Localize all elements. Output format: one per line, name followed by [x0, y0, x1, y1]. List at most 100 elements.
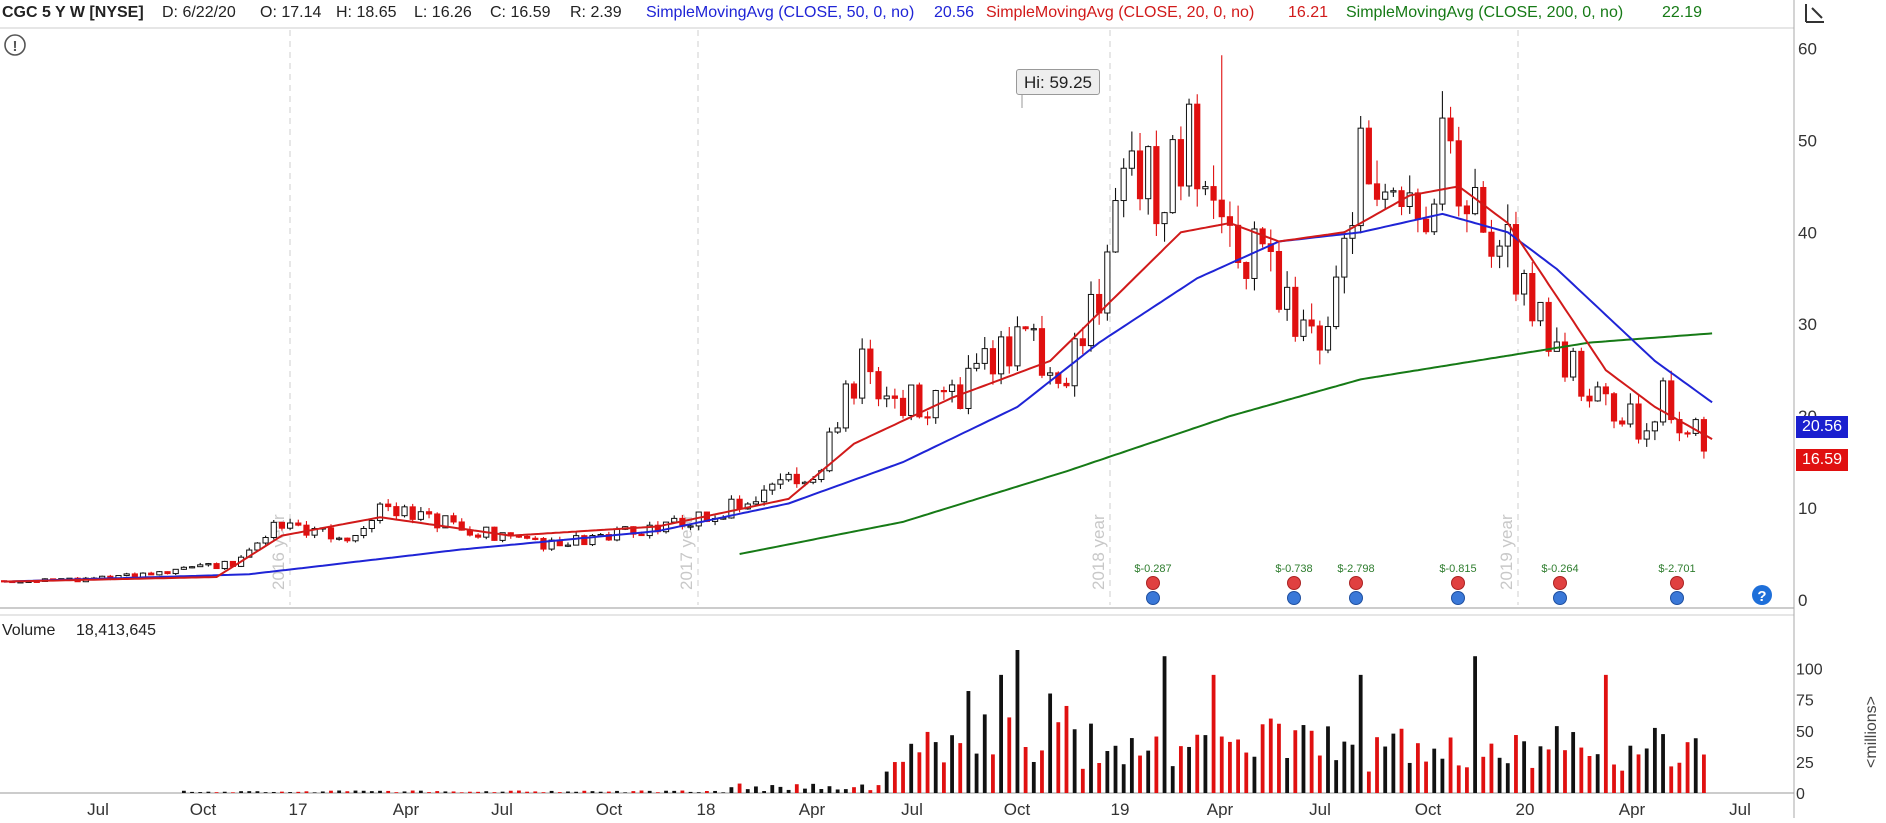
candle-body [1586, 395, 1593, 402]
candle-body [344, 537, 351, 542]
candle-body [1422, 218, 1430, 233]
date-label: D: 6/22/20 [162, 4, 236, 21]
volume-bar [468, 791, 472, 793]
candle-body [1390, 190, 1397, 193]
volume-bar [762, 791, 767, 793]
candle-body [777, 479, 784, 485]
high-label: H: 18.65 [336, 4, 397, 21]
volume-bar [639, 790, 644, 793]
candle-body [1243, 261, 1250, 279]
candle-body [417, 511, 424, 520]
price-axis-tick-label: 60 [1798, 39, 1817, 58]
volume-bar [239, 791, 243, 793]
volume-bar [966, 691, 971, 793]
sma20-legend-label[interactable]: SimpleMovingAvg (CLOSE, 20, 0, no) [986, 4, 1255, 21]
earnings-value-label: $-0.287 [1134, 563, 1171, 575]
volume-bar [1023, 747, 1028, 793]
candle-body [164, 571, 171, 575]
volume-bar [263, 792, 268, 793]
candle-body [336, 537, 343, 540]
volume-bar [1048, 693, 1053, 793]
dividend-icon [1670, 591, 1684, 605]
volume-bar [1334, 760, 1339, 793]
volume-bar [1089, 723, 1093, 793]
volume-bar [1105, 751, 1110, 793]
candle-body [875, 371, 882, 400]
candle-body [981, 348, 988, 364]
sma20-line [4, 185, 1713, 583]
earnings-value-label: $-2.701 [1658, 563, 1695, 575]
close-label: C: 16.59 [490, 4, 551, 21]
volume-bar [827, 786, 832, 793]
candle-body [442, 515, 449, 529]
volume-bar [1554, 726, 1559, 793]
volume-bar [1538, 746, 1543, 793]
volume-bar [1317, 755, 1322, 793]
candle-body [761, 489, 768, 503]
candle-body [1226, 216, 1234, 226]
volume-bar [598, 791, 603, 793]
candle-body [1234, 224, 1242, 263]
candle-body [385, 503, 392, 508]
candle-body [1480, 186, 1487, 233]
candle-body [1030, 328, 1037, 331]
volume-series [181, 650, 1706, 793]
sma50-price-badge: 20.56 [1796, 416, 1848, 438]
candle-body [1545, 301, 1552, 352]
earnings-icon [1451, 576, 1465, 590]
volume-bar [1350, 744, 1355, 793]
candle-body [1357, 127, 1364, 227]
time-axis-label: 18 [697, 800, 716, 818]
volume-unit-label: <millions> [1863, 696, 1880, 768]
price-axis-tick-label: 10 [1798, 499, 1817, 518]
candle-body [148, 572, 155, 576]
volume-bar [214, 792, 219, 793]
volume-bar [884, 771, 889, 793]
candle-body [867, 348, 874, 373]
candle-body [1006, 336, 1013, 367]
sma20-legend-value: 16.21 [1288, 4, 1329, 21]
candle-body [1120, 167, 1127, 202]
low-label: L: 16.26 [414, 4, 472, 21]
volume-bar [337, 790, 342, 793]
volume-bar [353, 790, 358, 793]
sma50-legend-label[interactable]: SimpleMovingAvg (CLOSE, 50, 0, no) [646, 4, 915, 21]
symbol-label[interactable]: CGC 5 Y W [NYSE] [2, 4, 144, 21]
earnings-value-label: $-0.264 [1541, 563, 1578, 575]
candle-body [662, 521, 670, 533]
candle-body [769, 483, 776, 491]
volume-bar [868, 790, 873, 793]
sma200-legend-label[interactable]: SimpleMovingAvg (CLOSE, 200, 0, no) [1346, 4, 1624, 21]
candle-body [1292, 286, 1299, 337]
candle-body [1447, 117, 1454, 142]
volume-bar [696, 792, 701, 793]
price-axis-tick-label: 0 [1798, 591, 1807, 610]
candle-body [401, 506, 408, 517]
volume-bar [999, 674, 1004, 793]
volume-bar [770, 785, 775, 793]
price-axis-tick-label: 30 [1798, 315, 1817, 334]
volume-bar [925, 731, 930, 793]
candle-body [1529, 273, 1536, 322]
candle-body [123, 573, 130, 577]
candle-body [1136, 150, 1144, 200]
earnings-value-label: $-2.798 [1337, 563, 1374, 575]
volume-bar [1473, 656, 1477, 793]
volume-bar [631, 791, 636, 793]
volume-bar [451, 791, 456, 793]
candle-body [1439, 117, 1446, 205]
price-axis-tick-label: 40 [1798, 223, 1817, 242]
volume-bar [1415, 743, 1420, 793]
volume-bar [517, 790, 521, 793]
volume-bar [1040, 750, 1044, 793]
volume-bar [1121, 764, 1126, 793]
volume-bar [1628, 745, 1633, 793]
candle-body [1431, 203, 1438, 233]
volume-bar [418, 790, 423, 793]
candle-body [1047, 372, 1054, 376]
help-icon [1752, 585, 1772, 605]
earnings-icon [1670, 576, 1684, 590]
candle-body [940, 390, 947, 393]
candle-body [1194, 103, 1201, 190]
